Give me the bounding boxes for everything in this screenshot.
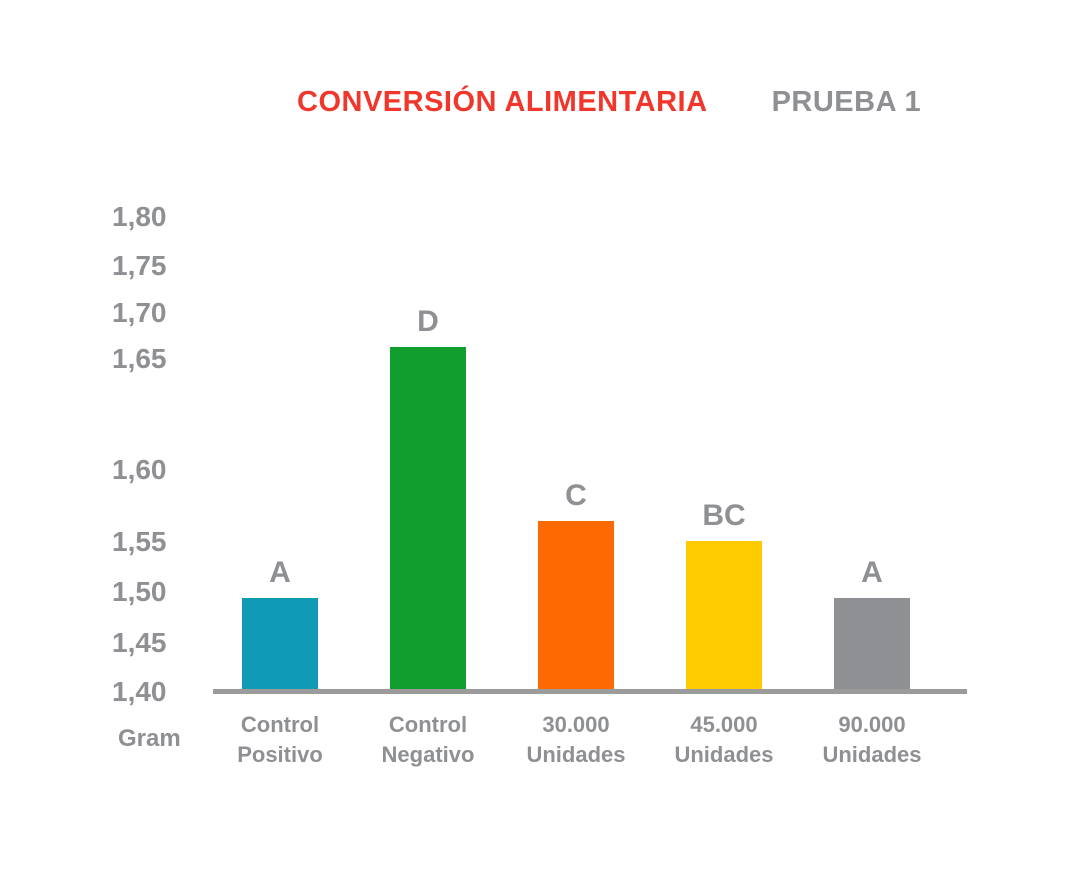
ytick-1-60: 1,60: [112, 454, 167, 485]
ytick-1-65: 1,65: [112, 343, 167, 374]
bar-90-000-unidades: [834, 598, 910, 689]
xlabel-control-negativo: Control Negativo: [381, 712, 475, 767]
significance-letter-control-positivo: A: [269, 556, 291, 589]
chart-title-trial: PRUEBA 1: [771, 86, 922, 118]
xlabel-control-positivo: Control Positivo: [237, 712, 323, 767]
y-axis-unit-label: Gram: [118, 725, 181, 752]
ytick-1-80: 1,80: [112, 201, 167, 232]
xlabel-30-000-unidades: 30.000 Unidades: [526, 712, 626, 767]
ytick-1-45: 1,45: [112, 627, 167, 658]
significance-letter-control-negativo: D: [417, 305, 439, 338]
x-axis-line: [213, 689, 967, 694]
significance-letter-30-000-unidades: C: [565, 479, 587, 512]
bar-30-000-unidades: [538, 521, 614, 689]
significance-letter-90-000-unidades: A: [861, 556, 883, 589]
chart-title-main: CONVERSIÓN ALIMENTARIA: [297, 86, 708, 118]
chart-title: CONVERSIÓN ALIMENTARIA PRUEBA 1: [297, 86, 921, 119]
significance-letter-45-000-unidades: BC: [702, 499, 746, 532]
xlabel-90-000-unidades: 90.000 Unidades: [822, 712, 922, 767]
ytick-1-40: 1,40: [112, 676, 167, 707]
ytick-1-50: 1,50: [112, 576, 167, 607]
ytick-1-70: 1,70: [112, 297, 167, 328]
ytick-1-75: 1,75: [112, 250, 167, 281]
xlabel-45-000-unidades: 45.000 Unidades: [674, 712, 774, 767]
ytick-1-55: 1,55: [112, 526, 167, 557]
bar-45-000-unidades: [686, 541, 762, 689]
bar-control-positivo: [242, 598, 318, 689]
bar-control-negativo: [390, 347, 466, 689]
